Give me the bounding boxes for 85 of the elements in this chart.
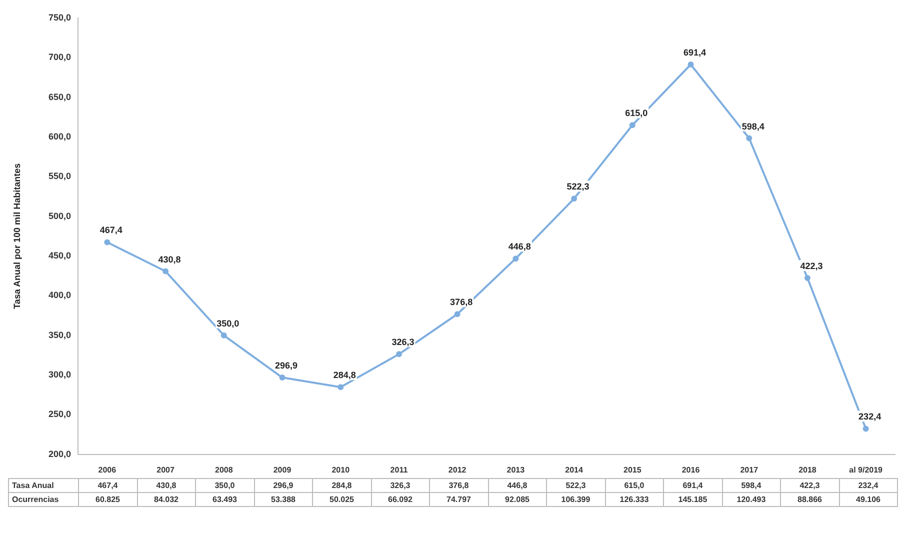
text: 126.333	[605, 492, 664, 506]
text: 422,3	[800, 261, 823, 271]
x-tick-label: 2015	[623, 465, 642, 474]
text: 350,0	[216, 318, 240, 328]
text: 66.092	[371, 492, 430, 506]
text: 430,8	[158, 254, 181, 264]
text: 50.025	[312, 492, 371, 506]
y-tick-label: 450,0	[48, 250, 71, 261]
point	[512, 256, 519, 262]
text: 376,8	[450, 297, 473, 308]
point	[104, 239, 110, 246]
x-tick-label: al 9/2019	[849, 465, 884, 474]
point	[688, 61, 694, 68]
y-tick-label: 750,0	[48, 12, 71, 22]
text: 284,8	[333, 370, 356, 380]
point	[629, 122, 636, 128]
text: 522,3	[566, 182, 590, 192]
y-tick-label: 550,0	[48, 171, 71, 182]
data-label: 296,9	[254, 478, 312, 492]
data-label: 446,8	[488, 478, 546, 492]
text: 296,9	[274, 360, 298, 370]
text: 232,4	[858, 412, 882, 422]
text: Tasa Anual	[8, 478, 78, 492]
x-tick-label: 2018	[798, 465, 817, 474]
x-tick-label: 2016	[682, 465, 700, 474]
text: 60.825	[78, 492, 137, 506]
y-tick-label: 500,0	[48, 210, 71, 221]
text: 74.797	[430, 492, 488, 506]
x-tick-label: 2012	[448, 465, 467, 474]
text: 691,4	[683, 47, 706, 58]
x-tick-label: 2009	[273, 465, 292, 474]
text: 120.493	[722, 492, 780, 506]
y-axis-title: Tasa Anual por 100 mil Habitantes	[12, 163, 22, 309]
text: 53.388	[254, 492, 312, 506]
x-tick-label: 2006	[98, 465, 117, 474]
data-label: 430,8	[137, 478, 196, 492]
x-tick-label: 2014	[565, 465, 584, 474]
text: 63.493	[196, 492, 254, 506]
text: 84.032	[137, 492, 196, 506]
data-label: 350,0	[196, 478, 254, 492]
x-tick-label: 2010	[332, 465, 350, 474]
y-tick-label: 700,0	[48, 52, 71, 62]
x-tick-label: 2011	[390, 465, 408, 474]
x-tick-label: 2007	[156, 465, 175, 474]
text: 49.106	[839, 492, 898, 506]
y-tick-label: 200,0	[48, 448, 71, 459]
point	[220, 332, 227, 338]
text: 88.866	[780, 492, 839, 506]
point	[746, 135, 752, 142]
text: 446,8	[508, 242, 531, 252]
data-label: 467,4	[78, 478, 137, 492]
data-label: 615,0	[605, 478, 664, 492]
point	[804, 275, 810, 282]
point	[454, 311, 460, 318]
data-label: 522,3	[546, 478, 605, 492]
point	[162, 268, 169, 274]
data-label: 232,4	[839, 478, 898, 492]
text: 615,0	[625, 108, 648, 118]
point	[338, 384, 344, 390]
point	[396, 351, 402, 358]
text: 326,3	[392, 337, 414, 348]
y-tick-label: 250,0	[48, 409, 71, 420]
x-tick-label: 2017	[740, 465, 759, 474]
point	[571, 196, 578, 202]
data-label: 598,4	[722, 478, 780, 492]
y-tick-label: 650,0	[48, 92, 71, 102]
y-tick-label: 600,0	[48, 132, 71, 142]
text: 92.085	[488, 492, 546, 506]
data-label: 326,3	[371, 478, 430, 492]
text: Ocurrencias	[8, 492, 78, 506]
y-tick-label: 350,0	[48, 330, 71, 340]
text: 145.185	[664, 492, 722, 506]
x-tick-label: 2008	[214, 465, 234, 474]
data-label: 422,3	[780, 478, 839, 492]
point	[279, 374, 286, 381]
text: 467,4	[100, 225, 122, 236]
data-label: 691,4	[664, 478, 722, 492]
y-tick-label: 300,0	[48, 370, 71, 380]
data-label: 284,8	[312, 478, 371, 492]
text: 106.399	[546, 492, 605, 506]
y-tick-label: 400,0	[48, 290, 71, 300]
point	[862, 426, 869, 432]
x-tick-label: 2013	[506, 465, 526, 474]
text: 598,4	[742, 121, 764, 132]
data-label: 376,8	[430, 478, 488, 492]
